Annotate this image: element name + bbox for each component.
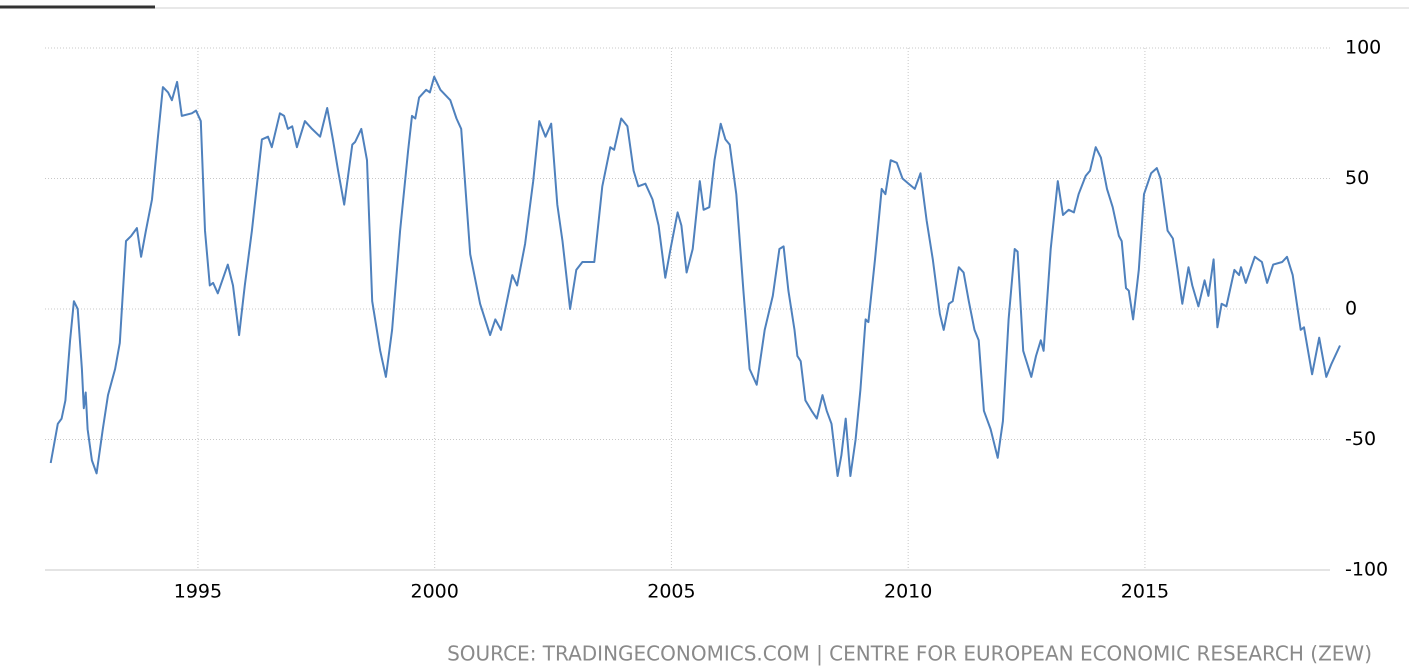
y-tick-label: 50 — [1345, 167, 1369, 189]
x-tick-label: 2000 — [411, 581, 459, 603]
x-tick-label: 2015 — [1121, 581, 1169, 603]
series-line — [49, 75, 1341, 477]
x-tick-label: 2010 — [884, 581, 932, 603]
y-tick-label: 100 — [1345, 37, 1381, 59]
y-tick-label: -50 — [1345, 428, 1376, 450]
y-tick-label: 0 — [1345, 298, 1357, 320]
x-tick-label: 2005 — [647, 581, 695, 603]
x-tick-label: 1995 — [174, 581, 222, 603]
source: SOURCE: TRADINGECONOMICS.COM | CENTRE FO… — [447, 642, 1372, 666]
y-tick-label: -100 — [1345, 559, 1388, 581]
